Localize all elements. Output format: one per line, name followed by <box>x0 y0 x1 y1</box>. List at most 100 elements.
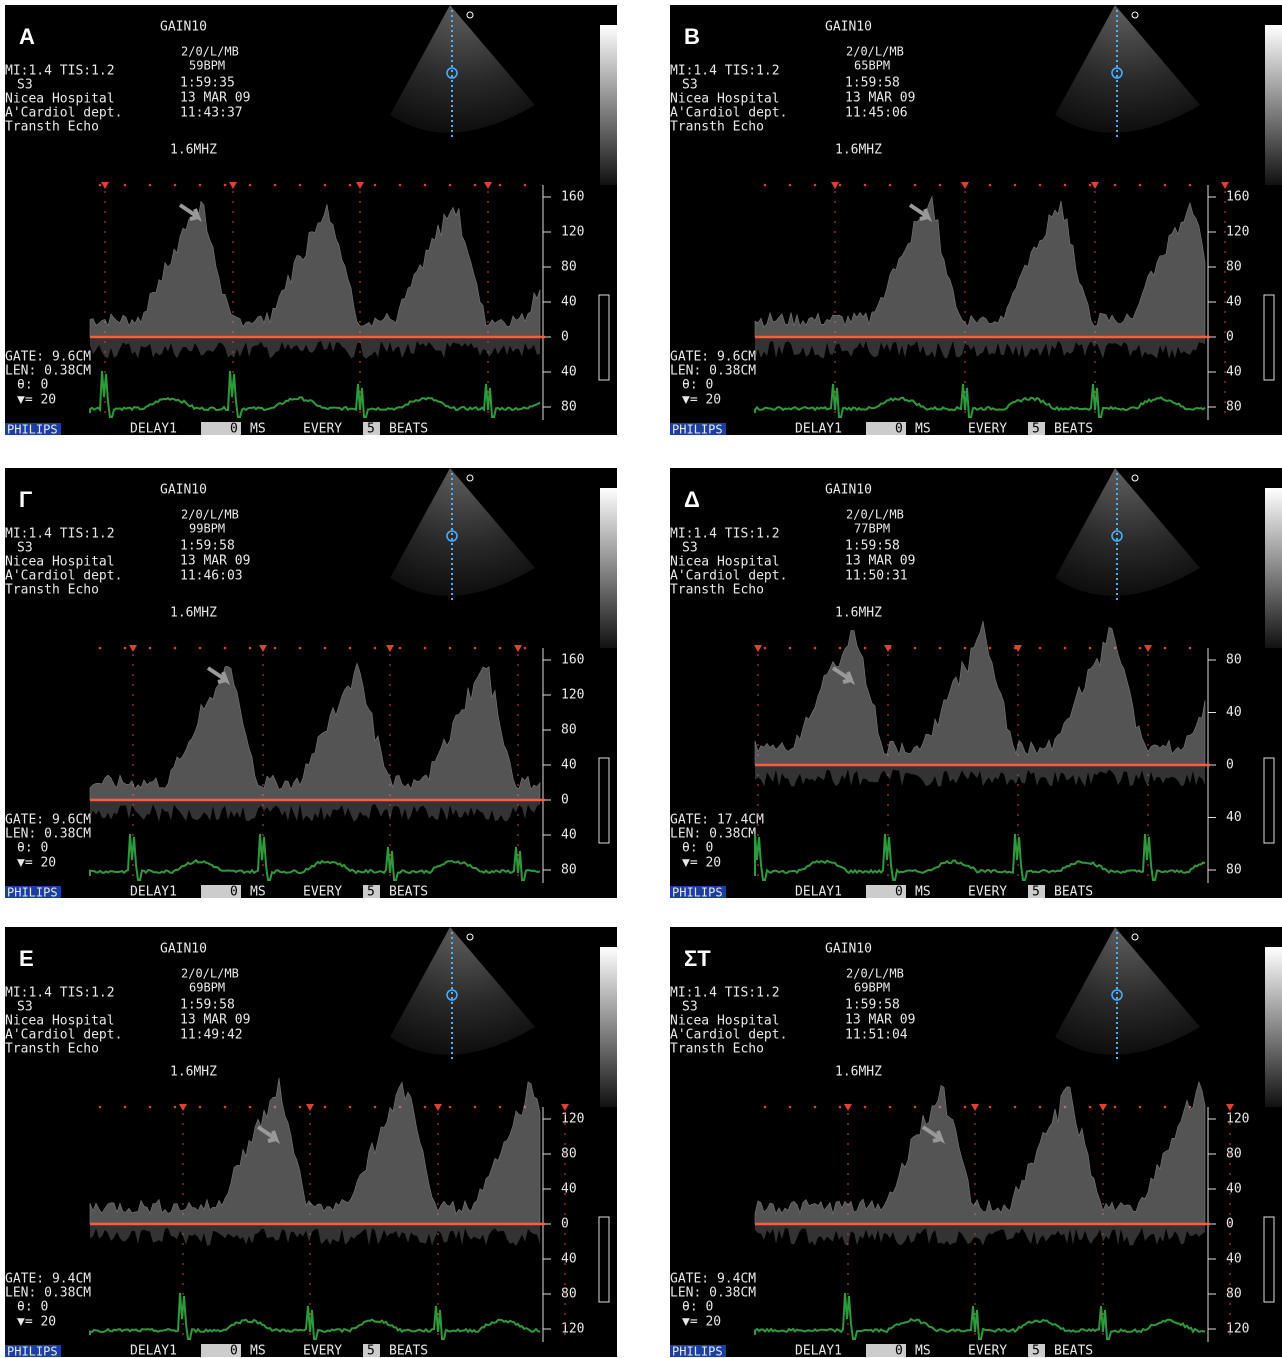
mode: 2/0/L/MB <box>846 508 904 522</box>
volume: ▼= 20 <box>17 1315 56 1330</box>
marker-dot <box>1064 184 1067 187</box>
marker-dot <box>964 1106 967 1109</box>
delay: DELAY1 <box>795 422 842 437</box>
marker-dot <box>889 1106 892 1109</box>
scale-label: 40 <box>1226 295 1242 310</box>
beats: BEATS <box>389 1344 428 1358</box>
marker-dot <box>174 647 177 650</box>
dept: A'Cardiol dept. <box>5 1028 122 1043</box>
scale-label: 80 <box>1226 400 1242 415</box>
clock: 1:59:58 <box>180 998 235 1013</box>
time: 11:49:42 <box>180 1028 243 1043</box>
frequency: 1.6MHZ <box>170 1065 217 1080</box>
marker-dot <box>1164 1106 1167 1109</box>
dept: A'Cardiol dept. <box>670 1028 787 1043</box>
gate: GATE: 9.4CM <box>670 1272 756 1287</box>
date: 13 MAR 09 <box>180 91 250 106</box>
delay: DELAY1 <box>795 885 842 900</box>
delay-value: 0 <box>895 1344 903 1358</box>
marker-dot <box>989 1106 992 1109</box>
beats: BEATS <box>1054 422 1093 437</box>
ms: MS <box>915 422 931 437</box>
every: EVERY <box>968 1344 1007 1358</box>
beats-value: 5 <box>367 422 375 437</box>
ms: MS <box>250 885 266 900</box>
date: 13 MAR 09 <box>845 1013 915 1028</box>
marker-dot <box>524 647 527 650</box>
scale-label: 80 <box>1226 260 1242 275</box>
scale-label: 80 <box>561 863 577 878</box>
marker-dot <box>224 647 227 650</box>
beats-value: 5 <box>1032 1344 1040 1358</box>
every: EVERY <box>968 885 1007 900</box>
ms: MS <box>250 1344 266 1358</box>
beats: BEATS <box>1054 1344 1093 1358</box>
scale-label: 40 <box>561 1182 577 1197</box>
mi: MI:1.4 TIS:1.2 <box>5 986 115 1001</box>
marker-dot <box>839 1106 842 1109</box>
bpm: 65BPM <box>854 59 890 73</box>
gray-bar <box>1265 488 1282 648</box>
beats: BEATS <box>389 885 428 900</box>
mi: MI:1.4 TIS:1.2 <box>5 64 115 79</box>
marker-dot <box>449 1106 452 1109</box>
length: LEN: 0.38CM <box>5 1286 91 1301</box>
hospital: Nicea Hospital <box>5 92 115 107</box>
marker-dot <box>889 184 892 187</box>
scale-label: 80 <box>561 400 577 415</box>
hospital: Nicea Hospital <box>5 555 115 570</box>
scale-label: 0 <box>1226 758 1234 773</box>
study: Transth Echo <box>670 583 764 598</box>
marker-dot <box>1014 1106 1017 1109</box>
scale-label: 0 <box>561 330 569 345</box>
marker-dot <box>989 647 992 650</box>
beats-value: 5 <box>367 885 375 900</box>
marker-dot <box>764 1106 767 1109</box>
scale-label: 40 <box>561 758 577 773</box>
time: 11:46:03 <box>180 569 243 584</box>
probe: S3 <box>17 541 33 556</box>
mode: 2/0/L/MB <box>846 45 904 59</box>
marker-dot <box>424 1106 427 1109</box>
delay: DELAY1 <box>130 1344 177 1358</box>
time: 11:43:37 <box>180 106 243 121</box>
scale-label: 80 <box>561 260 577 275</box>
gate: GATE: 9.6CM <box>5 350 91 365</box>
frequency: 1.6MHZ <box>170 606 217 621</box>
echo-panel: AGAIN102/0/L/MBMI:1.4 TIS:1.259BPMS31:59… <box>5 5 617 437</box>
hospital: Nicea Hospital <box>670 555 780 570</box>
marker-dot <box>814 1106 817 1109</box>
marker-dot <box>1089 184 1092 187</box>
beats: BEATS <box>1054 885 1093 900</box>
brand: PHILIPS <box>672 1345 723 1358</box>
scale-label: 40 <box>1226 1252 1242 1267</box>
marker-dot <box>1189 647 1192 650</box>
gain: GAIN10 <box>160 20 207 35</box>
scale-label: 80 <box>561 723 577 738</box>
marker-dot <box>764 184 767 187</box>
scale-label: 80 <box>561 1287 577 1302</box>
marker-dot <box>399 184 402 187</box>
ms: MS <box>915 885 931 900</box>
brand: PHILIPS <box>672 886 723 900</box>
marker-dot <box>474 647 477 650</box>
frequency: 1.6MHZ <box>835 1065 882 1080</box>
scale-label: 40 <box>1226 810 1242 825</box>
probe: S3 <box>682 541 698 556</box>
marker-dot <box>374 1106 377 1109</box>
brand: PHILIPS <box>672 423 723 437</box>
marker-dot <box>939 647 942 650</box>
clock: 1:59:58 <box>180 539 235 554</box>
probe: S3 <box>682 78 698 93</box>
marker-dot <box>299 1106 302 1109</box>
marker-dot <box>149 1106 152 1109</box>
clock: 1:59:58 <box>845 998 900 1013</box>
echo-panel: ΣΤGAIN102/0/L/MBMI:1.4 TIS:1.269BPMS31:5… <box>670 927 1282 1358</box>
probe: S3 <box>682 1000 698 1015</box>
marker-dot <box>1039 184 1042 187</box>
volume: ▼= 20 <box>682 393 721 408</box>
marker-dot <box>839 647 842 650</box>
dept: A'Cardiol dept. <box>5 569 122 584</box>
scale-label: 160 <box>1226 190 1249 205</box>
scale-label: 160 <box>561 190 584 205</box>
